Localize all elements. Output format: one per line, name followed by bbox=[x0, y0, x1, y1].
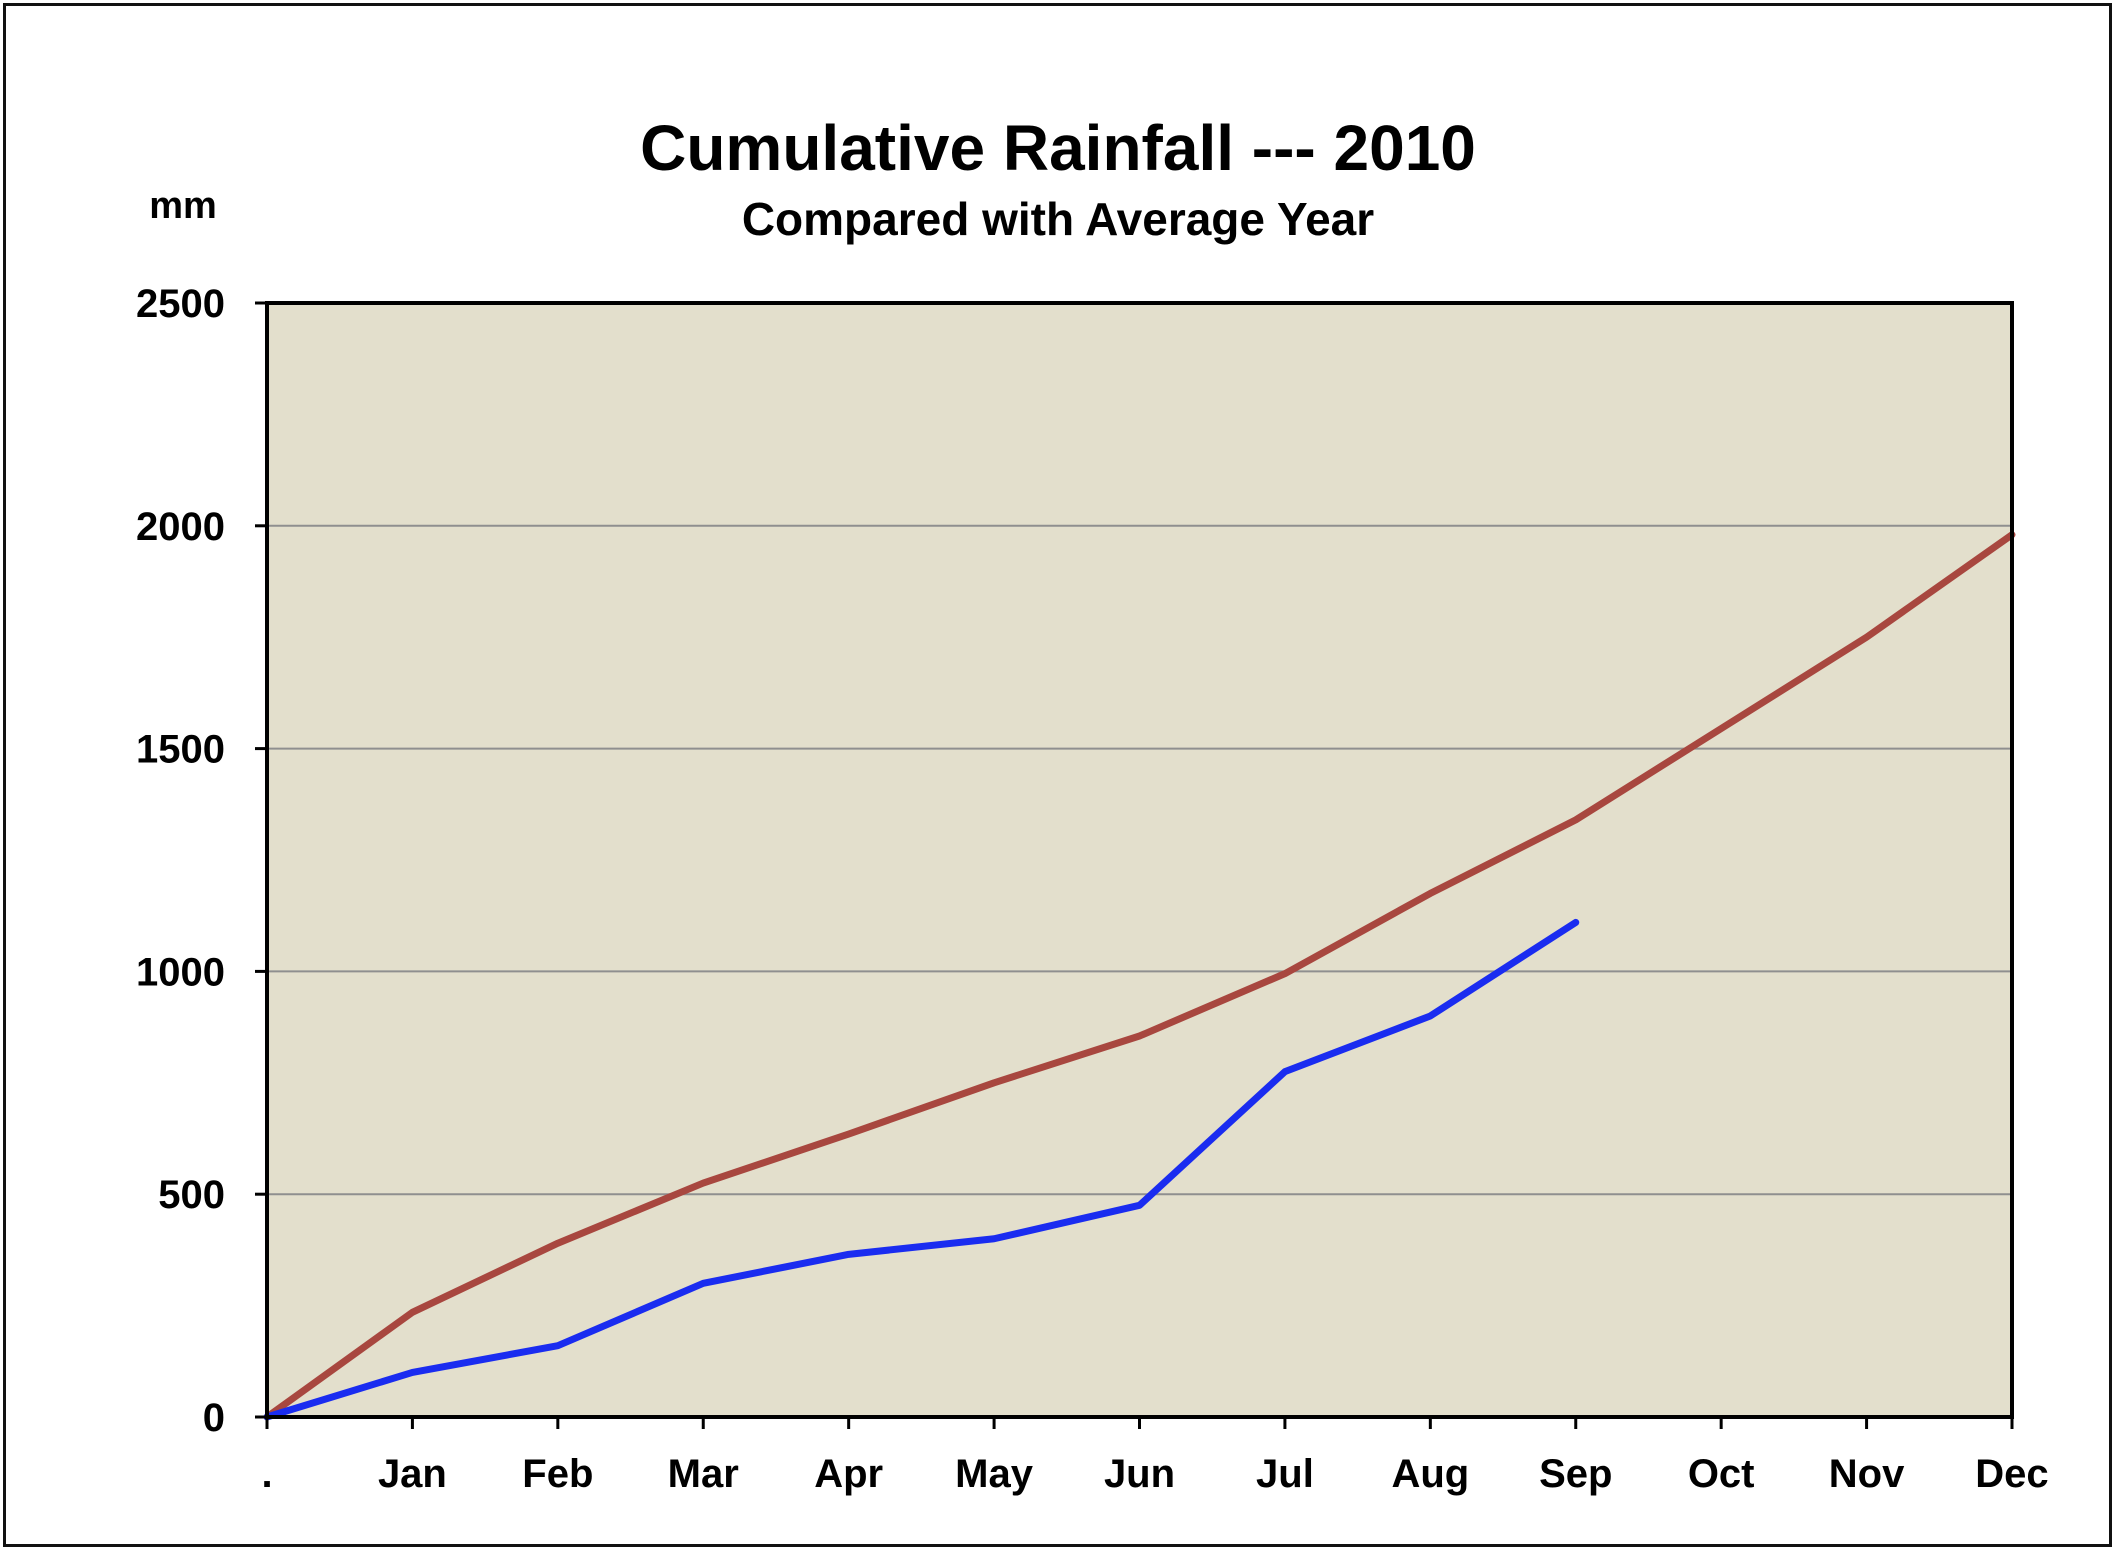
y-axis-unit-label: mm bbox=[149, 185, 217, 227]
x-tick-label: Jan bbox=[378, 1452, 447, 1496]
y-tick-labels: 0 500 1000 1500 2000 2500 bbox=[136, 282, 225, 1440]
series-lines bbox=[263, 531, 2016, 1421]
x-tick-label: Dec bbox=[1975, 1452, 2048, 1496]
x-tick-label: Oct bbox=[1688, 1452, 1755, 1496]
x-tick-labels: . Jan Feb Mar Apr May Jun Jul Aug Sep Oct Nov Dec bbox=[261, 1452, 2048, 1496]
plot-area bbox=[267, 303, 2012, 1417]
chart-title: Cumulative Rainfall --- 2010 bbox=[640, 112, 1476, 184]
x-tick-label: Nov bbox=[1829, 1452, 1905, 1496]
x-tick-label: Aug bbox=[1391, 1452, 1469, 1496]
x-tick-label: Jul bbox=[1256, 1452, 1314, 1496]
y-tick-label: 0 bbox=[203, 1396, 225, 1440]
x-tick-label: Sep bbox=[1539, 1452, 1612, 1496]
y-tick-label: 2000 bbox=[136, 505, 225, 549]
series-line-2 bbox=[263, 918, 1580, 1421]
x-tick-label: Jun bbox=[1104, 1452, 1175, 1496]
series-line-1 bbox=[263, 531, 2016, 1421]
gridlines bbox=[267, 524, 2012, 1196]
x-tick-label: Feb bbox=[522, 1452, 593, 1496]
y-tick-label: 1000 bbox=[136, 950, 225, 994]
x-tick-label: Apr bbox=[814, 1452, 883, 1496]
y-tick-label: 1500 bbox=[136, 728, 225, 772]
y-tick-label: 500 bbox=[158, 1173, 225, 1217]
axes bbox=[255, 301, 2014, 1429]
x-tick-label: May bbox=[955, 1452, 1034, 1496]
x-tick-label: Mar bbox=[668, 1452, 739, 1496]
chart-subtitle: Compared with Average Year bbox=[742, 193, 1374, 245]
x-tick-label: . bbox=[261, 1452, 272, 1496]
y-tick-label: 2500 bbox=[136, 282, 225, 326]
